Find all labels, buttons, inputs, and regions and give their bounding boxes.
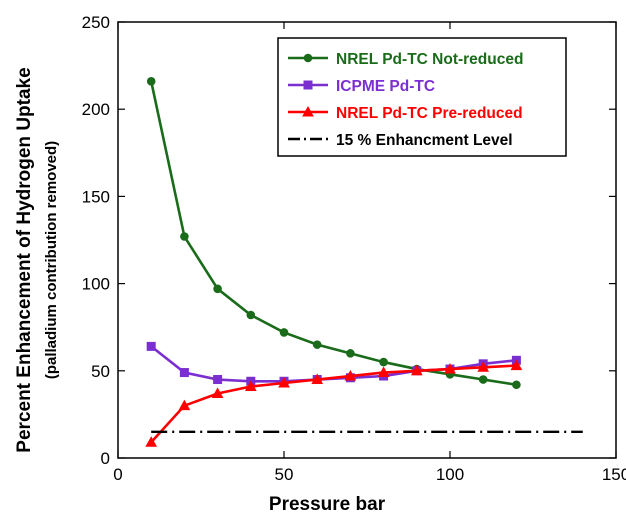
plot-area-frame <box>117 21 617 459</box>
legend-label: NREL Pd-TC Pre-reduced <box>336 105 523 122</box>
y-axis-title: Percent Enhancement of Hydrogen Uptake <box>14 67 35 452</box>
legend: NREL Pd-TC Not-reduced ICPME Pd-TC NREL Pd… <box>277 37 567 157</box>
y-tick-label: 50 <box>91 362 110 381</box>
data-point <box>244 380 257 391</box>
legend-marker <box>303 53 313 63</box>
y-tick-label: 150 <box>82 187 110 206</box>
data-point <box>377 366 390 378</box>
y-tick-label: 0 <box>101 449 110 468</box>
data-point <box>311 373 324 385</box>
legend-marker <box>303 80 313 90</box>
data-point <box>211 387 224 398</box>
data-point <box>312 340 322 349</box>
data-point <box>346 349 355 358</box>
legend-label: NREL Pd-TC Not-reduced <box>336 51 523 68</box>
data-point <box>477 361 490 372</box>
legend-label: 15 % Enhancment Level <box>336 132 513 149</box>
data-point <box>178 399 191 411</box>
data-point <box>410 364 423 376</box>
x-tick-label: 0 <box>113 465 122 484</box>
y-tick-label: 250 <box>82 13 110 32</box>
data-point <box>478 375 488 384</box>
legend-marker <box>302 105 314 117</box>
data-point <box>179 368 189 378</box>
legend-label: ICPME Pd-TC <box>336 78 435 95</box>
data-point <box>146 76 156 86</box>
data-point <box>510 359 523 371</box>
x-axis-title: Pressure bar <box>269 494 386 515</box>
series-2 <box>145 359 523 447</box>
series-line <box>149 81 517 387</box>
data-point <box>213 284 222 294</box>
data-point <box>180 232 189 241</box>
data-point <box>213 375 223 385</box>
y-tick-label: 200 <box>82 100 110 119</box>
x-tick-label: 150 <box>602 465 626 484</box>
data-point <box>278 376 290 388</box>
y-tick-label: 100 <box>82 275 110 294</box>
x-tick-label: 50 <box>275 465 294 484</box>
data-point <box>379 357 388 367</box>
series-line <box>150 364 517 444</box>
data-point <box>344 370 357 381</box>
y-axis-subtitle: (palladium contribution removed) <box>43 141 60 379</box>
data-point <box>145 436 158 447</box>
data-point <box>146 341 156 351</box>
x-tick-label: 100 <box>436 465 464 484</box>
data-point <box>279 328 289 337</box>
data-point <box>444 363 456 374</box>
data-point <box>246 310 256 320</box>
data-point <box>512 380 521 390</box>
